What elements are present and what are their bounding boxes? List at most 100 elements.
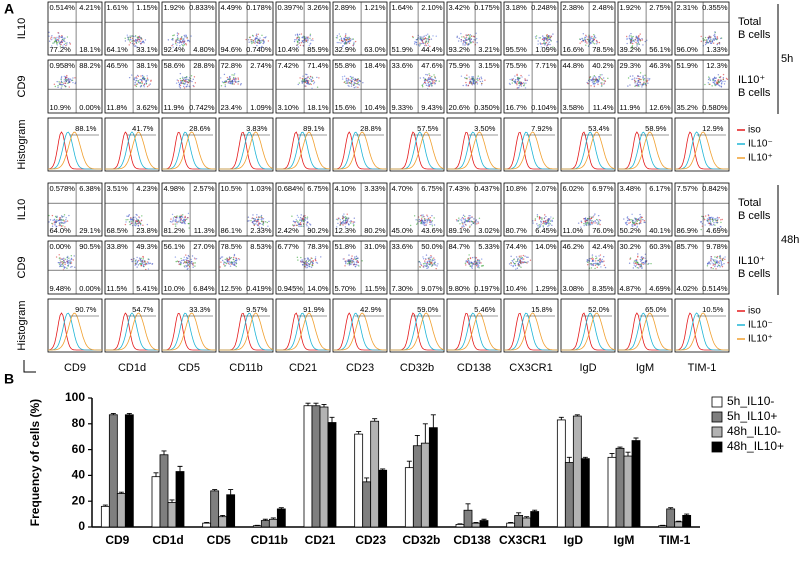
dot: [478, 262, 481, 265]
dot: [306, 225, 308, 227]
dot: [134, 81, 136, 84]
dot: [131, 220, 133, 223]
dot: [343, 216, 345, 218]
bar: [362, 481, 372, 528]
dot: [585, 41, 587, 43]
dot: [719, 266, 721, 268]
dot: [69, 261, 71, 264]
dot: [627, 77, 630, 79]
dot: [429, 220, 432, 222]
dot: [598, 264, 600, 266]
bar: [404, 467, 414, 528]
dot: [544, 37, 546, 40]
dot: [415, 39, 418, 41]
dot: [56, 219, 58, 221]
dot: [420, 36, 422, 38]
dot: [628, 262, 631, 264]
dot: [646, 39, 648, 41]
quadrant-value: 3.21%: [478, 45, 500, 54]
dot: [353, 258, 355, 261]
dot: [424, 37, 426, 40]
quadrant-value: 40.1%: [649, 226, 671, 235]
dot: [63, 80, 65, 82]
dot: [54, 215, 57, 218]
dot: [60, 43, 62, 46]
quadrant-value: 76.0%: [592, 226, 614, 235]
dot: [469, 34, 472, 36]
dot: [515, 261, 517, 263]
legend-swatch: [711, 441, 723, 453]
dot: [257, 216, 260, 218]
dot: [134, 261, 136, 263]
dot: [130, 258, 133, 261]
dot: [510, 255, 512, 258]
dot: [254, 218, 257, 221]
dot: [296, 214, 299, 217]
dot: [547, 36, 549, 38]
dot: [344, 36, 347, 39]
dot: [191, 261, 193, 263]
dot: [346, 213, 348, 215]
dot: [309, 83, 311, 85]
quadrant-value: 64.1%: [107, 45, 129, 54]
dot: [429, 78, 431, 80]
dot: [523, 82, 525, 84]
dot: [541, 218, 543, 221]
dot: [256, 220, 258, 223]
dot: [219, 257, 222, 260]
bar: [175, 471, 185, 528]
dot: [350, 83, 353, 85]
dot: [548, 219, 550, 221]
dot: [704, 36, 707, 39]
dot: [195, 258, 198, 260]
plot-frame: [503, 1, 559, 56]
dot: [172, 219, 174, 221]
quadrant-value: 0.842%: [702, 184, 728, 193]
dot: [512, 77, 515, 80]
legend-label: IL10⁺: [748, 334, 773, 345]
dot: [462, 84, 464, 87]
dot: [336, 35, 339, 37]
dot: [423, 219, 426, 222]
dot: [464, 262, 467, 265]
dot: [428, 37, 430, 39]
dot: [707, 82, 710, 84]
dot: [341, 76, 344, 78]
dot: [63, 257, 65, 260]
dot: [590, 262, 593, 265]
dot: [298, 33, 301, 36]
dot: [60, 262, 62, 264]
dot: [131, 74, 133, 76]
dot: [420, 42, 422, 45]
dot: [180, 262, 182, 264]
bar: [674, 521, 684, 528]
dot: [643, 83, 645, 86]
error-bar: [609, 453, 615, 458]
population-label: B cells: [738, 268, 771, 280]
dot: [468, 76, 470, 78]
dot: [639, 217, 641, 219]
dot: [52, 219, 54, 222]
dot: [304, 80, 307, 82]
quadrant-value: 11.0%: [563, 226, 584, 235]
dot: [419, 219, 422, 222]
bar: [623, 455, 633, 528]
error-bar: [508, 522, 514, 524]
dot: [703, 217, 705, 220]
dot: [637, 253, 639, 255]
dot: [431, 225, 434, 227]
error-bar: [473, 522, 479, 524]
dot: [434, 77, 437, 80]
dot: [261, 220, 263, 223]
dot: [429, 216, 432, 219]
dot: [146, 261, 149, 263]
dot: [596, 80, 598, 82]
dot: [434, 76, 436, 79]
dot: [718, 217, 720, 219]
dot: [134, 221, 137, 224]
dot: [603, 83, 605, 85]
dot: [142, 224, 144, 227]
dot: [719, 76, 722, 78]
error-bar: [668, 507, 674, 509]
dot: [467, 85, 469, 87]
